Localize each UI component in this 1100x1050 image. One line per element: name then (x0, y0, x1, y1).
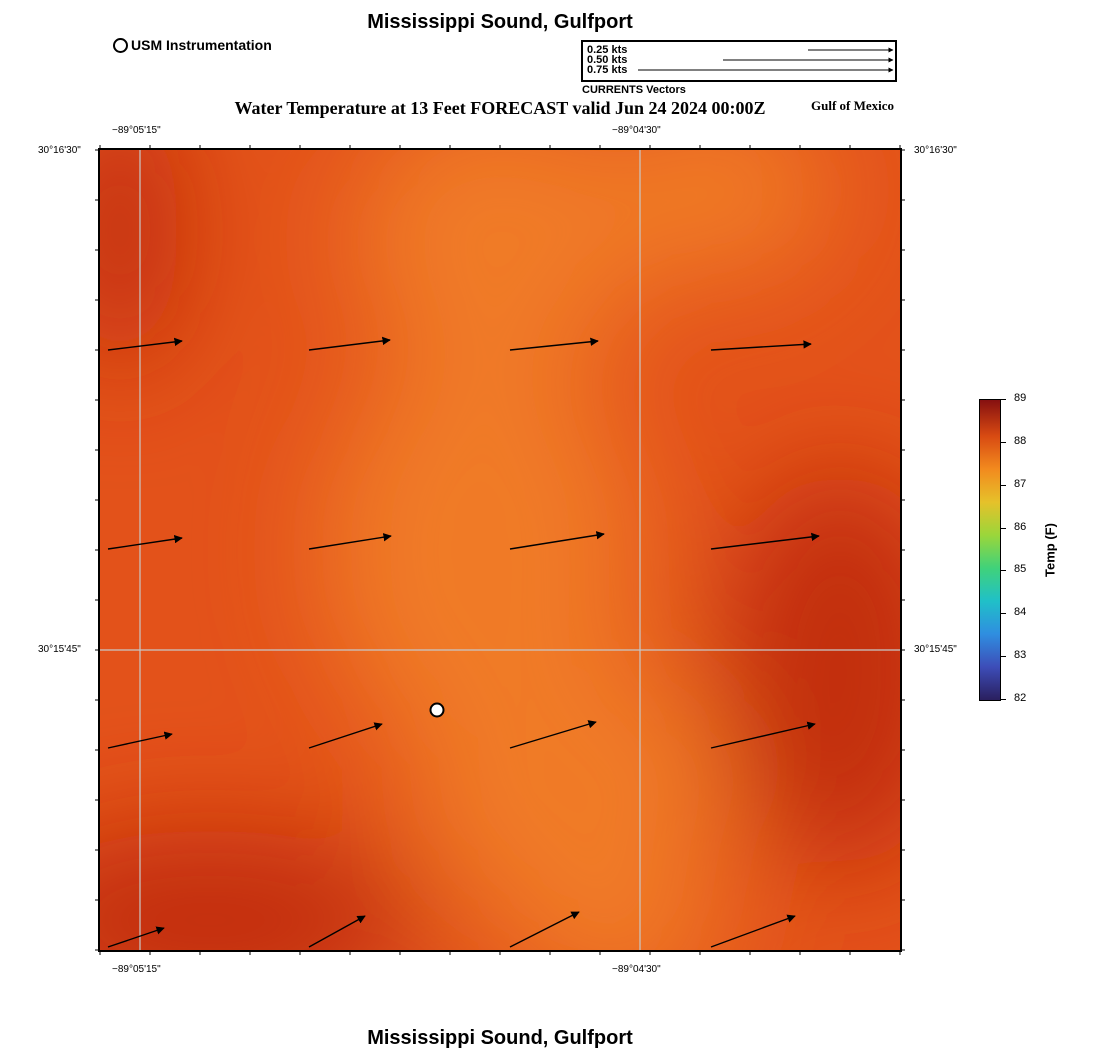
current-vector-arrow (308, 533, 392, 550)
temperature-gradient (100, 150, 900, 950)
map-title: Mississippi Sound, Gulfport (367, 11, 633, 33)
colorbar-tick (1000, 613, 1006, 615)
vector-legend-caption: CURRENTS Vectors (582, 84, 686, 96)
region-label: Gulf of Mexico (811, 98, 895, 113)
colorbar-tick-label: 88 (1014, 434, 1027, 447)
colorbar (979, 399, 1001, 701)
lon-label-top: −89°05'15" (112, 125, 161, 136)
current-vector-arrow (308, 336, 391, 351)
current-vector-arrow (509, 531, 605, 550)
current-vector-arrow (509, 337, 599, 351)
current-vector-arrow (710, 721, 816, 749)
colorbar-tick-label: 84 (1014, 606, 1027, 619)
colorbar-tick (1000, 441, 1006, 443)
vector-scale-label: 0.75 kts (587, 64, 628, 76)
current-vectors (107, 336, 820, 948)
colorbar-tick (1000, 527, 1006, 529)
lon-label-bottom: −89°05'15" (112, 964, 161, 975)
usm-legend-label: USM Instrumentation (131, 37, 272, 53)
lat-label-right: 30°15'45" (914, 644, 957, 655)
colorbar-title: Temp (F) (1042, 523, 1058, 577)
vector-scale-label: 0.25 kts (587, 44, 628, 56)
colorbar-tick-label: 89 (1014, 392, 1027, 404)
current-vector-arrow (308, 915, 366, 948)
vector-scale-label: 0.50 kts (587, 54, 628, 66)
usm-circle-icon (113, 37, 128, 53)
current-vector-arrow (710, 914, 796, 948)
current-vector-arrow (509, 720, 597, 749)
usm-legend: USM Instrumentation (113, 37, 272, 53)
temperature-map[interactable] (100, 150, 900, 950)
current-vector-arrow (107, 731, 173, 749)
current-vector-arrow (107, 926, 165, 948)
colorbar-tick (1000, 399, 1006, 400)
lon-label-top: −89°04'30" (612, 125, 661, 136)
colorbar-tick (1000, 570, 1006, 572)
current-vector-arrow (509, 911, 580, 948)
usm-station-marker[interactable] (429, 702, 445, 718)
colorbar-tick (1000, 484, 1006, 486)
current-vector-arrow (107, 337, 183, 351)
colorbar-tick-label: 87 (1014, 477, 1027, 490)
colorbar-tick-label: 82 (1014, 692, 1027, 704)
lat-label-left: 30°15'45" (38, 644, 81, 655)
lat-label-left: 30°16'30" (38, 145, 81, 156)
colorbar-tick-label: 86 (1014, 520, 1027, 533)
colorbar-tick (1000, 699, 1006, 700)
current-vector-arrow (710, 340, 812, 351)
axis-ticks (95, 145, 905, 955)
current-vector-arrow (308, 722, 383, 749)
lat-label-right: 30°16'30" (914, 145, 957, 156)
vector-scale-arrows (638, 47, 894, 73)
graticule (100, 150, 900, 950)
colorbar-tick-label: 85 (1014, 563, 1027, 576)
current-vector-arrow (107, 534, 183, 550)
lon-label-bottom: −89°04'30" (612, 964, 661, 975)
map-footer-title: Mississippi Sound, Gulfport (367, 1027, 633, 1049)
map-subtitle: Water Temperature at 13 Feet FORECAST va… (234, 98, 766, 118)
current-vector-arrow (710, 532, 820, 550)
colorbar-tick (1000, 656, 1006, 658)
current-vector-legend: 0.25 kts 0.50 kts 0.75 kts (581, 40, 897, 82)
colorbar-tick-label: 83 (1014, 649, 1027, 662)
